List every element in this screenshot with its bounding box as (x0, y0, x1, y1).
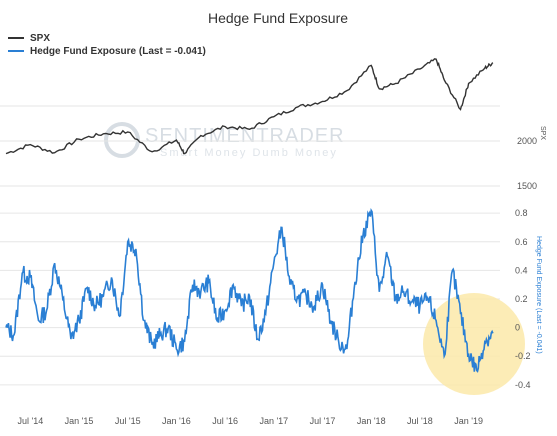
legend-spx-label[interactable]: SPX (30, 33, 50, 44)
watermark-logo-icon (104, 122, 140, 158)
x-tick-label: Jul '15 (115, 416, 141, 426)
hedge-fund-exposure-series-line (5, 207, 494, 373)
x-tick-label: Jul '17 (310, 416, 336, 426)
x-tick-label: Jul '16 (212, 416, 238, 426)
spx-series-line (5, 58, 494, 155)
hfe-tick-label: 0 (515, 323, 520, 333)
x-tick-label: Jan '19 (454, 416, 483, 426)
hfe-tick-label: -0.2 (515, 351, 531, 361)
x-tick-label: Jan '16 (162, 416, 191, 426)
chart-title: Hedge Fund Exposure (208, 10, 348, 26)
spx-tick-label: 1500 (517, 181, 537, 191)
spx-axis-label: SPX (539, 126, 546, 140)
legend-hfe-label[interactable]: Hedge Fund Exposure (Last = -0.041) (30, 46, 206, 57)
x-tick-label: Jan '18 (357, 416, 386, 426)
x-tick-label: Jul '18 (407, 416, 433, 426)
spx-y-axis: 1500 2000 (517, 136, 537, 191)
x-tick-label: Jan '15 (65, 416, 94, 426)
watermark-subtext: Smart Money Dumb Money (160, 147, 338, 159)
x-axis: Jul '14 Jan '15 Jul '15 Jan '16 Jul '16 Jan '… (17, 416, 482, 426)
hfe-tick-label: 0.8 (515, 208, 528, 218)
hfe-tick-label: 0.2 (515, 294, 528, 304)
legend[interactable]: SPX Hedge Fund Exposure (Last = -0.041) (8, 33, 206, 57)
hfe-tick-label: 0.4 (515, 265, 528, 275)
hfe-tick-label: 0.6 (515, 237, 528, 247)
highlight-circle (423, 293, 525, 395)
hfe-axis-label: Hedge Fund Exposure (Last = -0.041) (535, 236, 542, 354)
spx-tick-label: 2000 (517, 136, 537, 146)
watermark-text: SENTIMENTRADER (145, 125, 345, 147)
hfe-y-axis: -0.4 -0.2 0 0.2 0.4 0.6 0.8 (515, 208, 531, 390)
x-tick-label: Jan '17 (259, 416, 288, 426)
x-tick-label: Jul '14 (17, 416, 43, 426)
hfe-tick-label: -0.4 (515, 380, 531, 390)
